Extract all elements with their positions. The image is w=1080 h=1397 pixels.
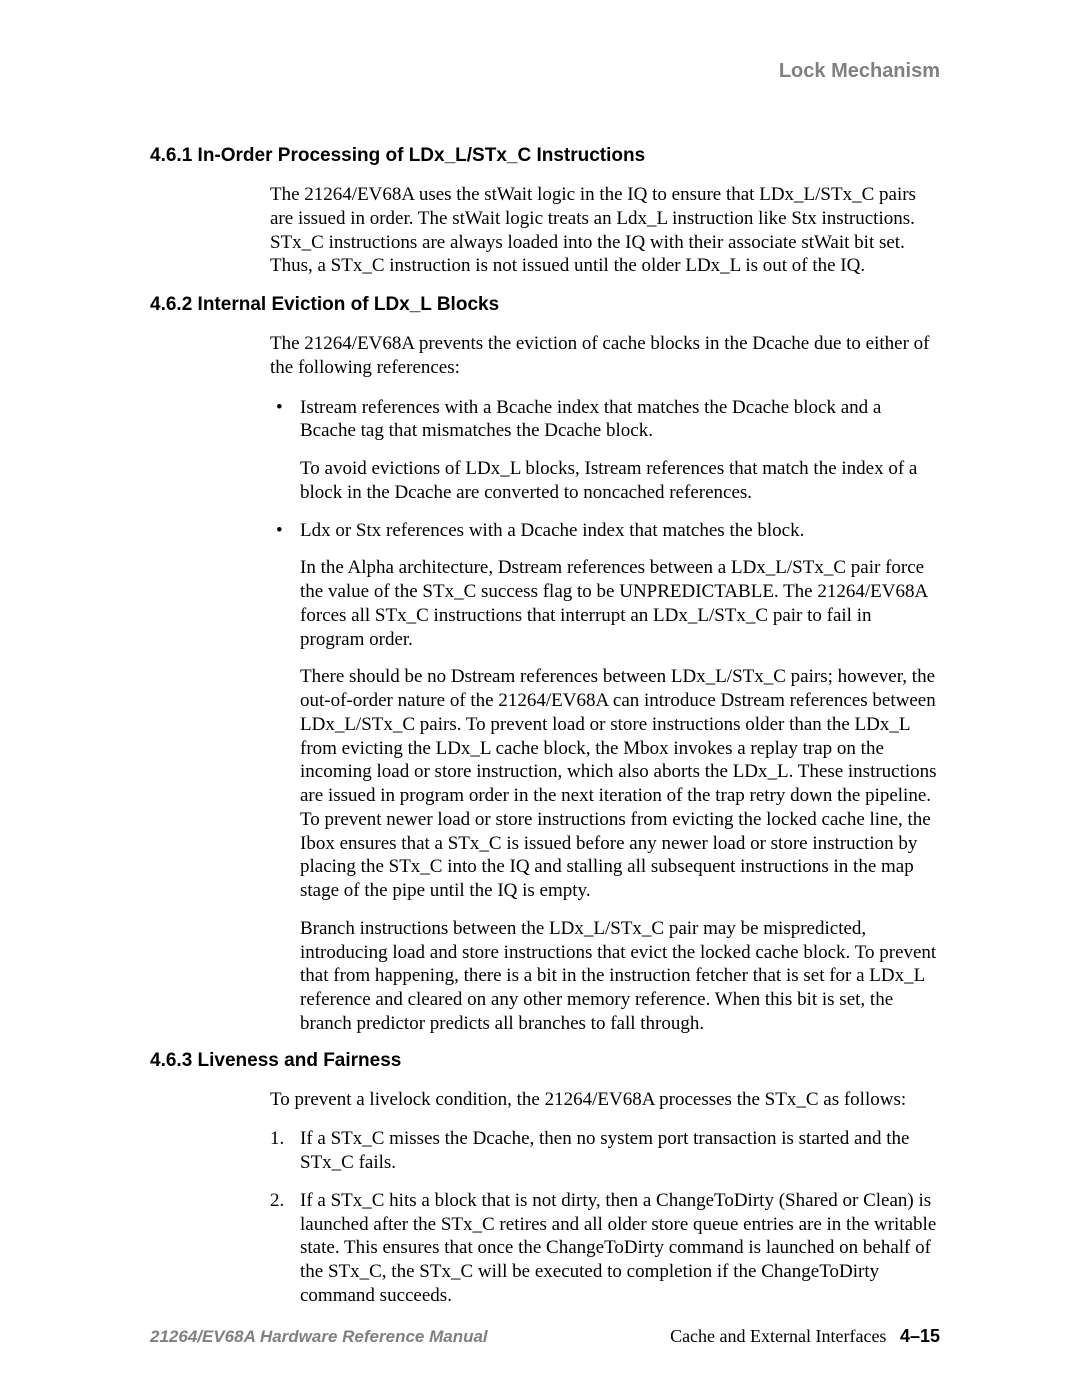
- section-heading-461: 4.6.1 In-Order Processing of LDx_L/STx_C…: [150, 145, 940, 167]
- footer-chapter-text: Cache and External Interfaces: [670, 1326, 886, 1346]
- page-footer: 21264/EV68A Hardware Reference Manual Ca…: [150, 1326, 940, 1347]
- section-heading-463: 4.6.3 Liveness and Fairness: [150, 1050, 940, 1072]
- paragraph: In the Alpha architecture, Dstream refer…: [300, 556, 940, 651]
- paragraph: Branch instructions between the LDx_L/ST…: [300, 917, 940, 1036]
- footer-manual-title: 21264/EV68A Hardware Reference Manual: [150, 1327, 488, 1347]
- footer-page-number: 4–15: [900, 1326, 940, 1346]
- page-content: Lock Mechanism 4.6.1 In-Order Processing…: [0, 0, 1080, 1372]
- footer-chapter-ref: Cache and External Interfaces 4–15: [670, 1326, 940, 1347]
- paragraph: To avoid evictions of LDx_L blocks, Istr…: [300, 457, 940, 505]
- ordered-item: If a STx_C misses the Dcache, then no sy…: [270, 1127, 940, 1175]
- running-header: Lock Mechanism: [150, 60, 940, 83]
- ordered-item: If a STx_C hits a block that is not dirt…: [270, 1189, 940, 1308]
- ordered-list: If a STx_C misses the Dcache, then no sy…: [270, 1127, 940, 1307]
- bullet-item: Istream references with a Bcache index t…: [270, 396, 940, 444]
- bullet-list: Ldx or Stx references with a Dcache inde…: [270, 519, 940, 543]
- paragraph: The 21264/EV68A prevents the eviction of…: [270, 332, 940, 380]
- bullet-item: Ldx or Stx references with a Dcache inde…: [270, 519, 940, 543]
- section-heading-462: 4.6.2 Internal Eviction of LDx_L Blocks: [150, 294, 940, 316]
- bullet-list: Istream references with a Bcache index t…: [270, 396, 940, 444]
- paragraph: The 21264/EV68A uses the stWait logic in…: [270, 183, 940, 278]
- paragraph: There should be no Dstream references be…: [300, 665, 940, 903]
- paragraph: To prevent a livelock condition, the 212…: [270, 1088, 940, 1112]
